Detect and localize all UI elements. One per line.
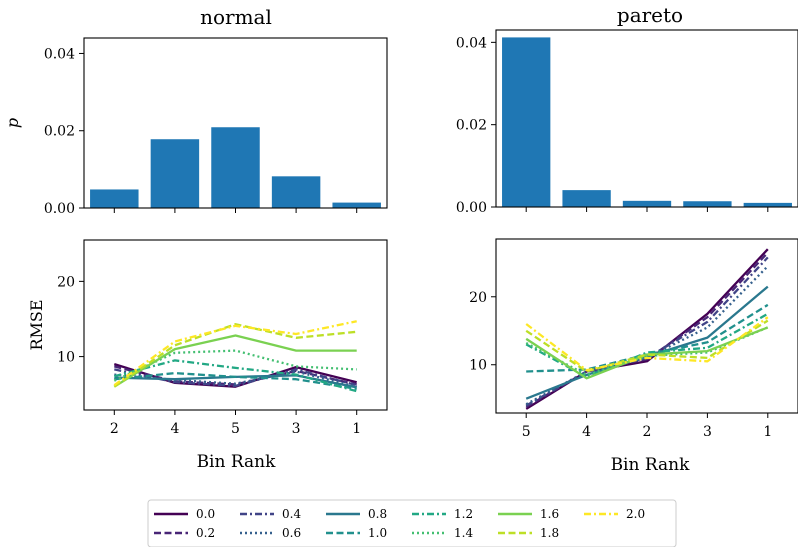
legend-label-0.8: 0.8	[368, 507, 387, 521]
xtick-label: 5	[231, 421, 240, 437]
legend-label-0.4: 0.4	[282, 507, 301, 521]
xtick-label: 1	[352, 421, 361, 437]
bar-4	[150, 139, 200, 208]
yticks-pareto-rmse: 10 20	[469, 290, 496, 374]
ytick-label: 0.04	[456, 35, 487, 51]
series-line-2.0	[113, 320, 357, 387]
bars-normal	[90, 127, 381, 208]
xticks-normal-rmse: 2 4 5 3 1	[110, 410, 361, 437]
legend-label-0.2: 0.2	[196, 526, 215, 540]
legend-label-1.6: 1.6	[540, 507, 559, 521]
bar-3	[271, 176, 321, 208]
series-line-1.2	[114, 359, 358, 393]
xlabel-pareto: Bin Rank	[611, 455, 691, 475]
series-line-2.0	[525, 316, 769, 372]
bar-2	[90, 189, 139, 208]
legend-label-2.0: 2.0	[626, 507, 645, 521]
panel-normal-bar: normal p 0.00 0.02 0.04	[3, 5, 388, 217]
bar-4	[562, 190, 611, 207]
axes-frame-normal-bar	[83, 37, 388, 209]
xtick-label: 2	[643, 424, 652, 440]
panel-title-pareto: pareto	[617, 3, 683, 27]
ytick-label: 0.02	[44, 124, 75, 140]
ytick-label: 0.00	[44, 201, 75, 217]
ytick-label: 0.02	[456, 118, 487, 134]
ytick-label: 0.00	[456, 200, 487, 216]
xlabel-normal: Bin Rank	[197, 452, 277, 472]
xtick-label: 3	[292, 421, 301, 437]
panel-normal-rmse: RMSE 10 20 2 4 5 3 1 Bin Rank	[27, 239, 388, 472]
legend-entries: 0.0 0.2 0.4 0.6 0.8 1.0 1.2 1.4 1.6 1.8 2.0	[154, 507, 645, 540]
ytick-label: 0.04	[44, 46, 75, 62]
bars-pareto	[502, 37, 792, 207]
yticks-normal-bar: 0.00 0.02 0.04	[44, 46, 84, 217]
bar-5	[502, 37, 551, 207]
series-line-1.6	[525, 326, 769, 380]
xticks-normal-bar	[113, 208, 358, 213]
legend-label-1.0: 1.0	[368, 526, 387, 540]
panel-pareto-bar: pareto 0.00 0.02 0.04	[456, 3, 798, 216]
series-line-1.4	[113, 349, 357, 382]
xtick-label: 1	[763, 424, 772, 440]
legend-label-1.4: 1.4	[454, 526, 473, 540]
ylabel-rmse: RMSE	[27, 299, 46, 350]
ylabel-p: p	[3, 118, 22, 128]
ytick-label: 10	[57, 350, 75, 366]
xticks-pareto-bar	[525, 207, 769, 212]
lines-pareto	[525, 248, 769, 410]
xticks-pareto-rmse: 5 4 2 3 1	[522, 413, 772, 440]
axes-frame-pareto-rmse	[495, 238, 798, 414]
series-line-1.2	[525, 312, 769, 379]
panel-title-normal: normal	[200, 5, 272, 29]
ytick-label: 20	[469, 290, 487, 306]
ytick-label: 20	[57, 274, 75, 290]
legend-frame	[147, 499, 677, 547]
axes-frame-normal-rmse	[83, 239, 388, 411]
xtick-label: 2	[110, 421, 119, 437]
bar-2	[622, 200, 672, 207]
bar-5	[211, 127, 260, 208]
legend-label-1.8: 1.8	[540, 526, 559, 540]
yticks-pareto-bar: 0.00 0.02 0.04	[456, 35, 496, 216]
legend: 0.0 0.2 0.4 0.6 0.8 1.0 1.2 1.4 1.6 1.8 2.0	[147, 499, 677, 547]
yticks-normal-rmse: 10 20	[57, 274, 84, 366]
axes-frame-pareto-bar	[495, 29, 798, 208]
series-line-1.0	[114, 371, 357, 391]
bar-3	[683, 201, 732, 207]
ytick-label: 10	[469, 358, 487, 374]
series-line-1.8	[113, 323, 357, 388]
legend-label-1.2: 1.2	[454, 507, 473, 521]
legend-label-0.0: 0.0	[196, 507, 215, 521]
legend-label-0.6: 0.6	[282, 526, 301, 540]
panel-pareto-rmse: 10 20 5 4 2 3 1 Bin Rank	[469, 238, 798, 475]
lines-normal	[113, 320, 358, 393]
xtick-label: 3	[703, 424, 712, 440]
xtick-label: 5	[522, 424, 531, 440]
bar-1	[743, 202, 792, 207]
series-line-1.8	[525, 319, 769, 373]
xtick-label: 4	[170, 421, 179, 437]
xtick-label: 4	[582, 424, 591, 440]
bar-1	[332, 202, 381, 208]
series-line-1.6	[113, 334, 357, 388]
